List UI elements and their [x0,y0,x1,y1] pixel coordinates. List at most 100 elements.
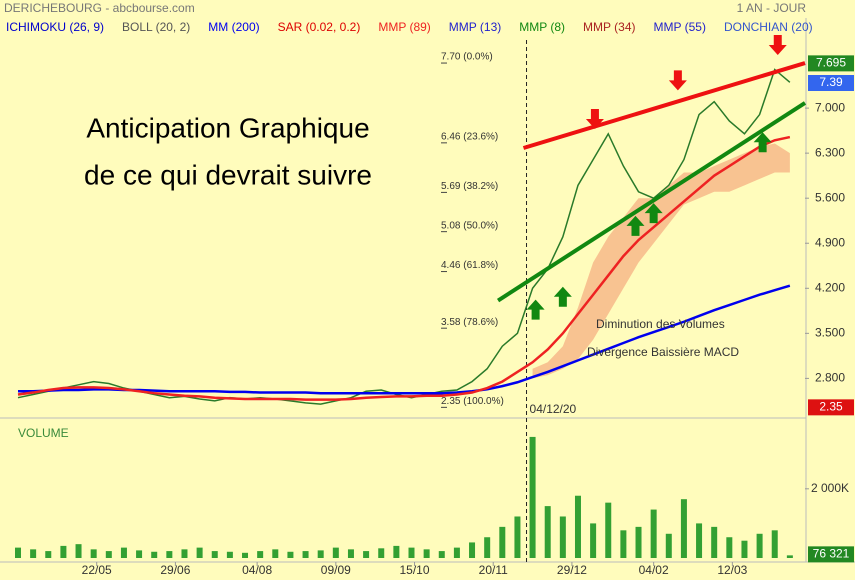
legend-entry: DONCHIAN (20) [724,20,813,34]
volume-bar [680,499,687,558]
volume-bar [756,533,763,558]
volume-bar [363,551,370,558]
x-tick-label: 15/10 [400,563,430,577]
period: 1 AN - JOUR [737,1,807,15]
volume-bar [151,551,158,558]
fib-label: 2.35 (100.0%) [441,396,504,407]
legend-entry: MM (200) [208,20,259,34]
price-box [808,74,854,91]
price-line [17,135,791,401]
volume-bar [181,549,188,558]
volume-bar [605,502,612,558]
volume-bar [378,548,385,558]
volume-bar [786,555,793,558]
volume-bar [45,551,52,558]
volume-bar [332,547,339,558]
volume-box-label: 76 321 [813,547,850,561]
fib-label: 4.46 (61.8%) [441,260,498,271]
volume-bar [711,526,718,558]
x-tick-label: 04/02 [639,563,669,577]
volume-bar [408,547,415,558]
volume-bar [120,547,127,558]
volume-bar [696,523,703,558]
fib-label: 3.58 (78.6%) [441,317,498,328]
volume-bar [635,526,642,558]
sell-arrow [768,34,787,55]
legend-entry: BOLL (20, 2) [122,20,190,34]
price-box [808,55,854,72]
price-box [808,399,854,416]
volume-bar [166,551,173,558]
volume-bar [590,523,597,558]
volume-bar [226,551,233,558]
buy-arrow [753,132,772,153]
legend-entry: SAR (0.02, 0.2) [278,20,361,34]
price-box-label: 2.35 [819,400,843,414]
x-tick-label: 29/12 [557,563,587,577]
annotation: Divergence Baissière MACD [587,345,739,359]
volume-bar [771,530,778,558]
volume-bar [196,547,203,558]
y-tick-label: 4.200 [815,280,845,294]
ichimoku-cloud [532,143,790,379]
volume-bar [90,549,97,558]
volume-bar [559,516,566,558]
legend-entry: MMP (8) [519,20,565,34]
x-tick-label: 04/08 [242,563,272,577]
volume-bar [60,545,67,558]
volume-bar [484,537,491,558]
volume-bar [393,545,400,558]
trendline [496,101,807,303]
volume-bar [544,506,551,558]
volume-bar [499,526,506,558]
price-box-label: 7.695 [816,56,846,70]
date-marker-label: 04/12/20 [530,402,577,416]
volume-bar [453,547,460,558]
legend-entry: MMP (34) [583,20,635,34]
volume-bar [347,549,354,558]
volume-bar [15,547,21,558]
x-tick-label: 20/11 [479,563,508,577]
volume-bar [272,549,279,558]
volume-bar [105,551,112,558]
y-tick-label: 5.600 [815,190,845,204]
buy-arrow [644,203,663,224]
fib-label: 6.46 (23.6%) [441,131,498,142]
volume-bar [665,533,672,558]
volume-label: VOLUME [18,426,69,440]
buy-arrow [626,215,645,236]
volume-bar [242,552,249,558]
trendline [522,61,806,150]
chart-title: DERICHEBOURG - abcbourse.com [4,1,195,15]
volume-bar [438,551,445,558]
price-line [18,284,791,395]
volume-bar [726,537,733,558]
volume-bar [317,550,324,558]
volume-bar [302,551,309,558]
headline: de ce qui devrait suivre [84,159,372,190]
volume-bar [423,549,430,558]
legend-entry: MMP (55) [653,20,705,34]
legend-entry: MMP (13) [449,20,501,34]
fib-label: 5.08 (50.0%) [441,220,498,231]
volume-bar [30,549,37,558]
fib-label: 5.69 (38.2%) [441,181,498,192]
legend-entry: ICHIMOKU (26, 9) [6,20,104,34]
volume-bar [136,550,143,558]
x-tick-label: 12/03 [717,563,747,577]
y-tick-label: 6.300 [815,145,845,159]
x-tick-label: 22/05 [82,563,112,577]
volume-bar [257,551,264,558]
volume-box [808,546,854,563]
volume-bar [620,530,627,558]
volume-bar [529,436,536,558]
volume-bar [514,516,521,558]
sell-arrow [585,108,604,129]
volume-bar [469,542,476,558]
volume-bar [741,540,748,558]
x-tick-label: 09/09 [321,563,351,577]
buy-arrow [553,286,572,307]
volume-bar [211,551,218,558]
fib-label: 7.70 (0.0%) [441,52,493,63]
